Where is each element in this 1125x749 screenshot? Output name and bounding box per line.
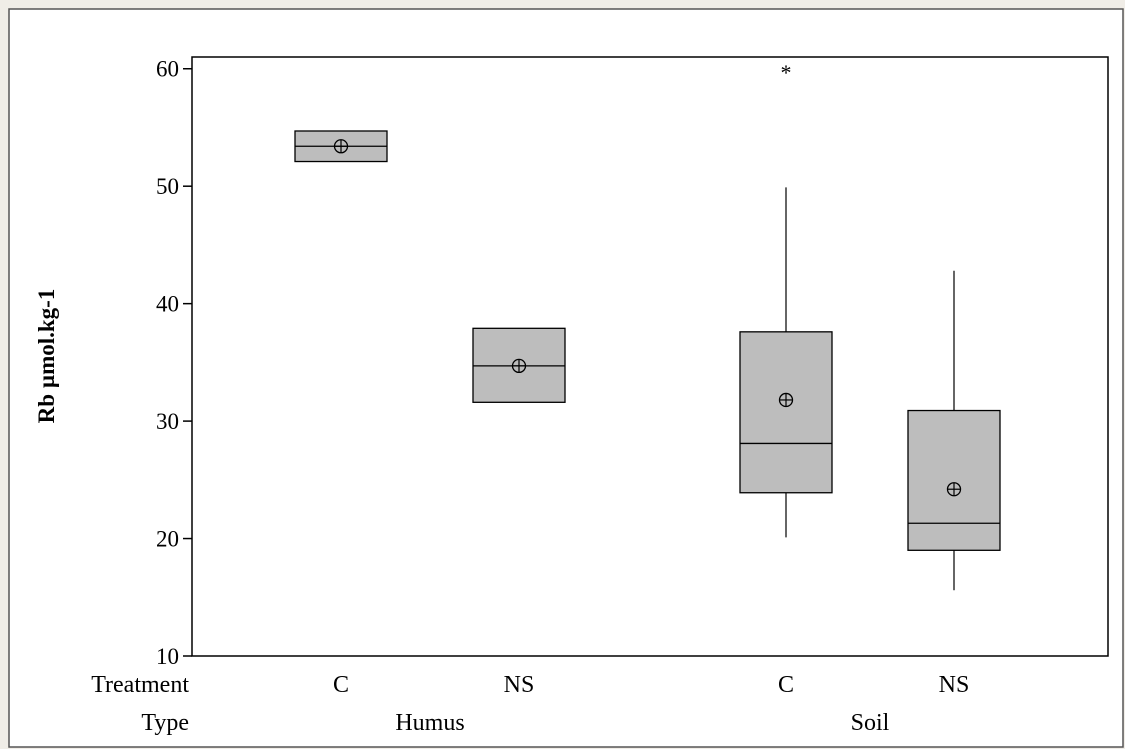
y-axis-title: Rb µmol.kg-1 [34, 289, 59, 424]
y-tick-label: 20 [156, 527, 179, 552]
box-humus-ns [472, 327, 566, 403]
x-labels: C NS C NS Humus Soil [333, 672, 969, 736]
treatment-label: NS [939, 672, 970, 698]
box-soil-c: * [739, 60, 833, 538]
outlier-marker: * [781, 60, 792, 85]
treatment-label: C [333, 672, 349, 698]
treatment-row-label: Treatment [91, 672, 189, 698]
boxes-layer: * [294, 60, 1001, 591]
type-label-humus: Humus [395, 710, 464, 736]
box-humus-c [294, 130, 388, 163]
iqr-box [739, 331, 833, 494]
treatment-label: C [778, 672, 794, 698]
y-tick-label: 10 [156, 644, 179, 669]
y-tick-label: 40 [156, 292, 179, 317]
type-row-label: Type [141, 710, 189, 736]
y-tick-label: 50 [156, 174, 179, 199]
type-label-soil: Soil [851, 710, 890, 736]
y-tick-label: 60 [156, 57, 179, 82]
y-tick-label: 30 [156, 409, 179, 434]
treatment-label: NS [504, 672, 535, 698]
box-soil-ns [907, 270, 1001, 591]
y-axis: 10 20 30 40 50 60 [156, 57, 192, 669]
iqr-box [907, 409, 1001, 551]
